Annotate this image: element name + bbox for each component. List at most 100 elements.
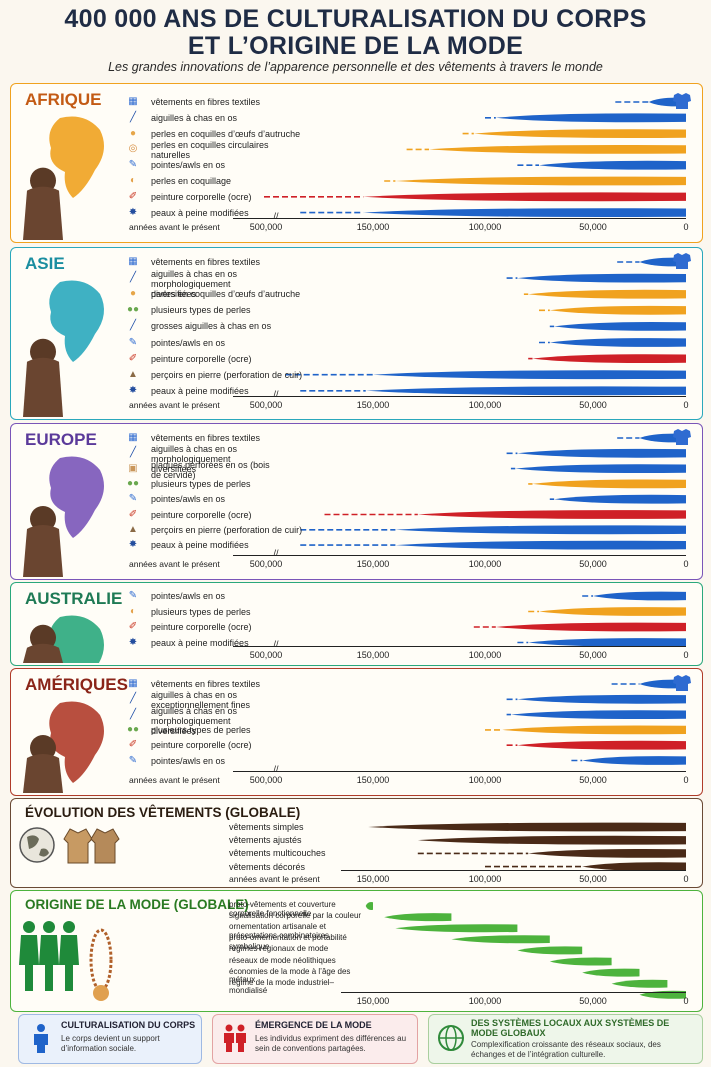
x-axis-label: années avant le présent	[129, 559, 220, 569]
bar-green	[582, 968, 640, 977]
bar-blue	[510, 710, 686, 719]
person-icon	[224, 1024, 246, 1052]
row-label: plaques perforées en os (bois de cervidé…	[151, 459, 270, 480]
stone-drill-icon: ▲	[128, 368, 138, 380]
row-label: peinture corporelle (ocre)	[151, 740, 252, 751]
bar-blue	[593, 591, 686, 601]
bars-chart	[365, 902, 686, 999]
x-tick-label: 50,000	[579, 222, 607, 232]
needle-icon: ╱	[129, 320, 137, 332]
bar-green	[451, 935, 550, 944]
bar-blue	[373, 370, 686, 380]
row-label: signalisation corporelle par la couleur	[229, 911, 362, 921]
shell-icon: ◐	[129, 175, 137, 186]
bar-brown	[368, 822, 686, 832]
panel-title: ORIGINE DE LA MODE (GLOBALE)	[25, 897, 249, 912]
row-label: pointes/awls en os	[151, 494, 226, 505]
x-axis-line	[233, 555, 686, 557]
row-label: plusieurs types de perles	[151, 478, 251, 489]
australia-illustration	[23, 615, 104, 663]
bar-blue	[549, 338, 686, 347]
europe-illustration	[23, 456, 104, 577]
americas-illustration	[23, 701, 104, 793]
bar-green	[395, 924, 518, 933]
bar-red	[363, 192, 686, 202]
x-tick-label: 150,000	[356, 874, 390, 884]
textile-icon: ▦	[128, 432, 138, 443]
x-axis-label: années avant le présent	[129, 400, 220, 410]
stone-drill-icon: ▲	[128, 523, 138, 535]
ocre-icon: ✐	[128, 352, 138, 364]
bar-orange	[395, 176, 686, 186]
x-axis-line	[341, 992, 686, 994]
beads-icon: ●●	[127, 477, 140, 489]
bar-brown	[417, 835, 686, 845]
row-label: pointes/awls en os	[151, 160, 226, 171]
panel-5: AMÉRIQUES vêtements en fibres textiles ▦ ai…	[10, 668, 703, 796]
x-tick-label: 50,000	[579, 559, 607, 569]
footer-title: CULTURALISATION DU CORPS	[61, 1020, 196, 1030]
africa-illustration	[23, 116, 104, 240]
bar-brown	[582, 862, 686, 871]
x-tick-label: 100,000	[468, 650, 502, 660]
footer-card: ÉMERGENCE DE LA MODE Les individus exprim…	[212, 1014, 418, 1064]
bar-orange	[502, 725, 686, 735]
row-label: peaux à peine modifiées	[151, 540, 249, 551]
row-label: aiguilles à chas en os morphologiquement…	[151, 444, 238, 475]
bars-chart	[300, 429, 691, 550]
footer-card: DES SYSTÈMES LOCAUX AUX SYSTÈMES DE MODE…	[428, 1014, 703, 1064]
x-axis-label: années avant le présent	[229, 874, 320, 884]
footer-text: Complexification croissante des réseaux …	[471, 1040, 661, 1059]
bar-blue	[515, 464, 686, 473]
x-axis-line	[341, 870, 686, 872]
row-label: peinture corporelle (ocre)	[151, 622, 252, 632]
row-label: réseaux de mode néolithiques	[229, 955, 336, 965]
axis-break-icon: //	[273, 389, 279, 399]
beads-icon: ●●	[127, 304, 140, 316]
axis-break-icon: //	[273, 639, 279, 649]
garment-icon	[673, 253, 691, 269]
egg-bead-icon: ●	[129, 288, 137, 300]
row-label: aiguilles à chas en os morphologiquement…	[151, 705, 238, 736]
row-label: pointes/awls en os	[151, 755, 226, 766]
x-tick-label: 500,000	[249, 650, 283, 660]
row-label: plusieurs types de perles	[151, 305, 251, 316]
awl-icon: ✎	[128, 159, 138, 171]
x-tick-label: 0	[683, 222, 689, 232]
x-axis-line	[233, 771, 686, 773]
panel-title: ÉVOLUTION DES VÊTEMENTS (GLOBALE)	[25, 805, 301, 820]
row-label: proto-vêtements et couverture corporelle…	[229, 900, 336, 918]
row-label: peinture corporelle (ocre)	[151, 353, 252, 364]
panel-title: AUSTRALIE	[25, 589, 123, 608]
x-axis-line	[233, 218, 686, 220]
x-tick-label: 50,000	[579, 996, 607, 1006]
x-tick-label: 100,000	[468, 775, 502, 785]
x-tick-label: 100,000	[468, 400, 502, 410]
row-label: perles en coquilles circulaires naturell…	[151, 140, 269, 161]
bar-green	[384, 913, 452, 922]
ocre-icon: ✐	[128, 508, 138, 520]
row-label: perçoirs en pierre (perforation de cuir)	[151, 369, 303, 380]
bar-blue	[539, 160, 686, 170]
x-tick-label: 50,000	[579, 775, 607, 785]
row-label: vêtements en fibres textiles	[151, 679, 261, 689]
bar-blue	[528, 638, 686, 647]
bars-chart	[368, 822, 686, 871]
bar-blue	[554, 494, 686, 504]
needle-icon: ╱	[129, 447, 137, 459]
row-label: aiguilles à chas en os exceptionnellemen…	[151, 690, 251, 711]
egg-bead-icon: ●	[129, 127, 137, 139]
panel-title: ASIE	[25, 254, 65, 273]
bar-red	[517, 740, 686, 750]
row-label: peaux à peine modifiées	[151, 207, 249, 218]
plaque-icon: ▣	[128, 462, 138, 474]
bar-green	[365, 902, 373, 910]
x-tick-label: 100,000	[468, 222, 502, 232]
x-axis-label: années avant le présent	[129, 222, 220, 232]
awl-icon: ✎	[128, 336, 138, 348]
footer-title: ÉMERGENCE DE LA MODE	[255, 1020, 372, 1030]
ocre-icon: ✐	[128, 621, 138, 632]
bar-blue	[582, 756, 686, 765]
panel-7: ORIGINE DE LA MODE (GLOBALE) proto-vêteme…	[10, 890, 703, 1012]
x-tick-label: 50,000	[579, 400, 607, 410]
